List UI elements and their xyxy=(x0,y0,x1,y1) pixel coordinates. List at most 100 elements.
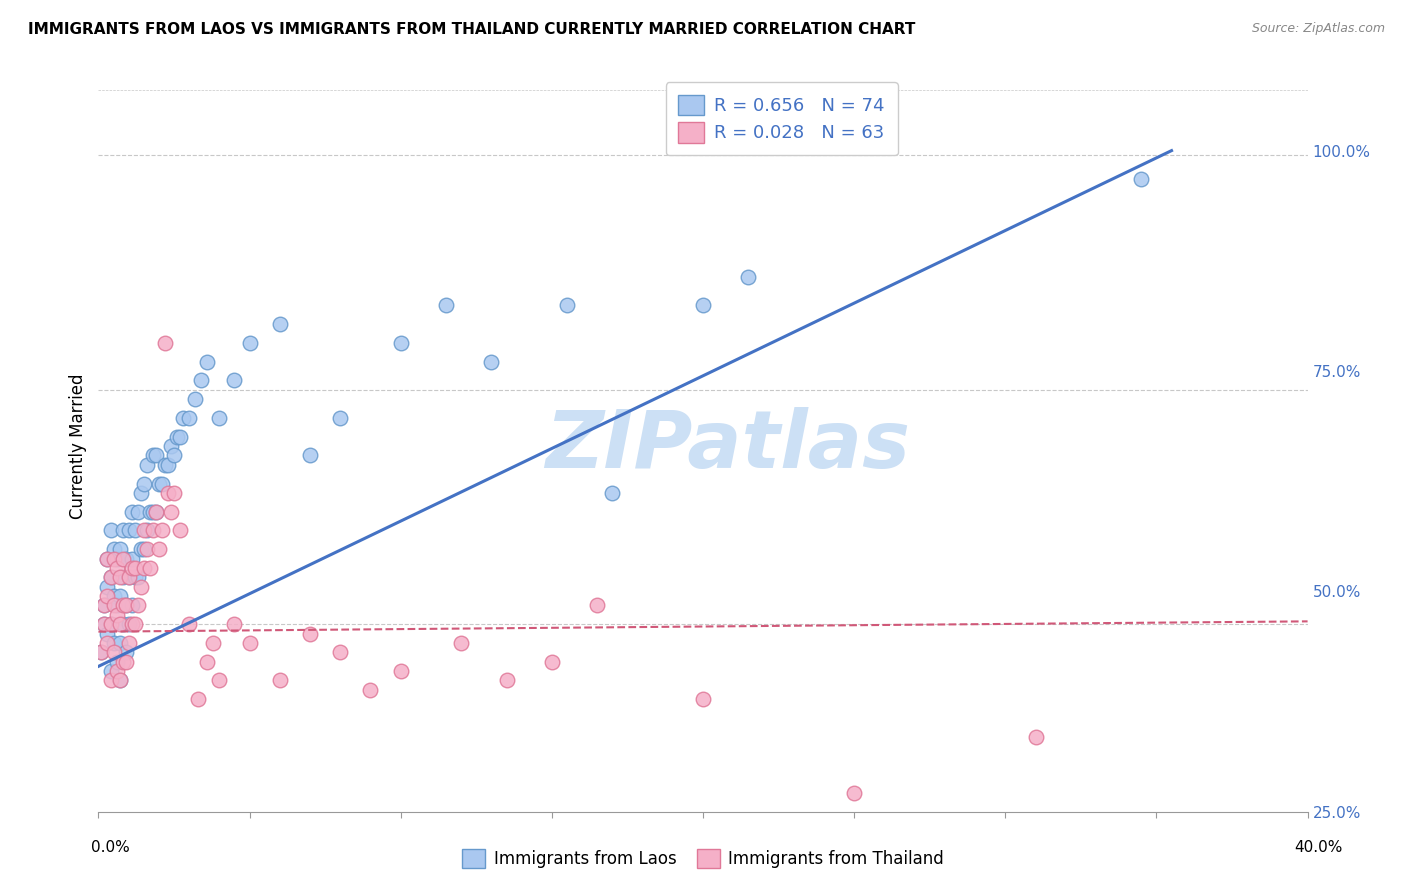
Point xyxy=(187,692,209,706)
Point xyxy=(100,570,122,584)
Point xyxy=(153,335,176,350)
Point xyxy=(127,599,149,613)
Point xyxy=(163,486,186,500)
Point xyxy=(179,410,201,425)
Point xyxy=(208,410,231,425)
Point xyxy=(129,486,152,500)
Point xyxy=(100,617,122,632)
Point xyxy=(389,335,412,350)
Text: ZIPatlas: ZIPatlas xyxy=(544,407,910,485)
Point xyxy=(108,673,131,688)
Point xyxy=(481,354,503,368)
Point xyxy=(100,617,122,632)
Point xyxy=(360,682,382,697)
Point xyxy=(108,542,131,557)
Point xyxy=(329,410,352,425)
Point xyxy=(108,589,131,603)
Point xyxy=(737,270,759,285)
Point xyxy=(169,524,191,538)
Point xyxy=(148,542,170,557)
Point xyxy=(114,655,136,669)
Point xyxy=(139,505,162,519)
Point xyxy=(135,542,157,557)
Point xyxy=(692,692,714,706)
Point xyxy=(132,542,155,557)
Point xyxy=(450,636,472,650)
Point xyxy=(269,317,291,331)
Point xyxy=(127,570,149,584)
Point xyxy=(111,617,134,632)
Point xyxy=(96,636,118,650)
Point xyxy=(156,458,179,472)
Point xyxy=(96,580,118,594)
Point xyxy=(90,645,112,659)
Point xyxy=(124,570,146,584)
Point xyxy=(121,505,143,519)
Text: 0.0%: 0.0% xyxy=(91,840,131,855)
Point xyxy=(132,561,155,575)
Point xyxy=(160,505,183,519)
Point xyxy=(150,476,173,491)
Point xyxy=(844,786,866,800)
Point xyxy=(1130,171,1153,186)
Point xyxy=(103,645,125,659)
Point xyxy=(142,505,165,519)
Point xyxy=(121,617,143,632)
Point xyxy=(105,664,128,678)
Point xyxy=(129,580,152,594)
Point xyxy=(299,449,322,463)
Point xyxy=(118,636,141,650)
Point xyxy=(118,617,141,632)
Point xyxy=(96,551,118,566)
Point xyxy=(153,458,176,472)
Point xyxy=(329,645,352,659)
Point xyxy=(111,551,134,566)
Text: IMMIGRANTS FROM LAOS VS IMMIGRANTS FROM THAILAND CURRENTLY MARRIED CORRELATION C: IMMIGRANTS FROM LAOS VS IMMIGRANTS FROM … xyxy=(28,22,915,37)
Point xyxy=(100,570,122,584)
Point xyxy=(179,617,201,632)
Point xyxy=(692,298,714,312)
Point xyxy=(163,449,186,463)
Text: Source: ZipAtlas.com: Source: ZipAtlas.com xyxy=(1251,22,1385,36)
Point xyxy=(145,505,167,519)
Point xyxy=(224,373,246,387)
Point xyxy=(103,589,125,603)
Point xyxy=(202,636,225,650)
Point xyxy=(103,542,125,557)
Point xyxy=(148,476,170,491)
Point xyxy=(105,607,128,622)
Point xyxy=(132,476,155,491)
Point xyxy=(139,561,162,575)
Point xyxy=(111,655,134,669)
Point xyxy=(111,570,134,584)
Point xyxy=(96,626,118,640)
Point xyxy=(100,673,122,688)
Point xyxy=(434,298,457,312)
Point xyxy=(389,664,412,678)
Point xyxy=(142,524,165,538)
Point xyxy=(124,524,146,538)
Point xyxy=(108,673,131,688)
Point xyxy=(105,599,128,613)
Point xyxy=(299,626,322,640)
Point xyxy=(93,599,115,613)
Point xyxy=(124,617,146,632)
Point xyxy=(93,599,115,613)
Point xyxy=(96,589,118,603)
Point xyxy=(114,599,136,613)
Point xyxy=(172,410,194,425)
Point xyxy=(105,551,128,566)
Point xyxy=(114,551,136,566)
Point xyxy=(127,505,149,519)
Point xyxy=(239,636,262,650)
Point xyxy=(166,429,188,443)
Point xyxy=(555,298,578,312)
Point xyxy=(135,524,157,538)
Point xyxy=(100,664,122,678)
Point xyxy=(195,354,218,368)
Point xyxy=(208,673,231,688)
Point xyxy=(239,335,262,350)
Point xyxy=(142,449,165,463)
Point xyxy=(118,570,141,584)
Point xyxy=(90,645,112,659)
